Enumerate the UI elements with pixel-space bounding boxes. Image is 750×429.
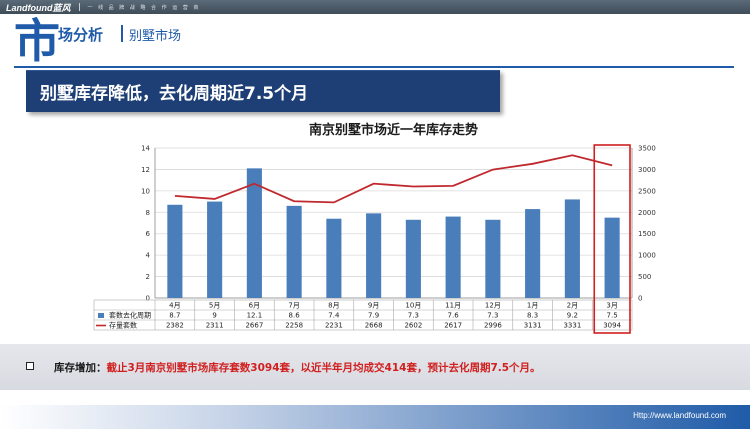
data-table-cell: 8.3 [527, 312, 538, 320]
bar-7月 [286, 205, 302, 298]
y-right-tick-label: 0 [638, 295, 642, 303]
data-table-cell: 7.4 [328, 312, 340, 320]
y-right-tick-label: 3000 [638, 166, 656, 174]
y-left-tick-label: 6 [146, 230, 151, 238]
legend-label: 套数去化周期 [109, 311, 151, 320]
data-table-cell: 7.3 [408, 312, 419, 320]
y-right-tick-label: 2500 [638, 187, 656, 195]
chart-svg: 南京别墅市场近一年库存走势 0 2 4 6 8 10 12 14 0 500 1000 1500 2000… [93, 122, 656, 334]
y-right-tick-label: 3500 [638, 145, 656, 153]
y-right-tick-label: 2000 [638, 209, 656, 217]
bar-2月 [564, 199, 580, 298]
brand-tagline: 一 线 品 牌 战 略 合 作 运 营 商 [87, 4, 201, 11]
bar-5月 [207, 201, 223, 298]
data-table-cell: 2382 [166, 322, 184, 330]
data-table-cell: 2617 [444, 322, 462, 330]
chart-title: 南京别墅市场近一年库存走势 [309, 122, 478, 138]
inventory-chart: 南京别墅市场近一年库存走势 0 2 4 6 8 10 12 14 0 500 1000 1500 2000… [80, 116, 670, 344]
data-table-cell: 2231 [325, 322, 343, 330]
section-divider [121, 25, 123, 42]
data-table-cell: 2258 [285, 322, 303, 330]
brand-logo: Landfound蓝风 [6, 2, 71, 13]
y-left-tick-label: 4 [146, 252, 151, 260]
y-right-tick-label: 1000 [638, 252, 656, 260]
x-tick-label: 7月 [288, 302, 299, 310]
summary-body: 截止3月南京别墅市场库存套数3094套，以近半年月均成交414套，预计去化周期7… [106, 362, 541, 374]
bar-9月 [366, 213, 382, 298]
data-table-cell: 2996 [484, 322, 502, 330]
data-table-cell: 3131 [524, 322, 542, 330]
inventory-line [174, 154, 613, 204]
section-title: 场分析 [58, 26, 104, 44]
x-tick-label: 6月 [249, 302, 260, 310]
y-right-tick-label: 1500 [638, 230, 656, 238]
x-tick-label: 2月 [567, 302, 578, 310]
x-tick-label: 1月 [527, 302, 538, 310]
bar-3月 [604, 217, 620, 298]
x-tick-label: 11月 [445, 302, 461, 310]
data-table-cell: 2667 [245, 322, 263, 330]
section-subtitle: 别墅市场 [129, 29, 182, 44]
bar-12月 [485, 219, 501, 298]
top-bar: Landfound蓝风 一 线 品 牌 战 略 合 作 运 营 商 [0, 0, 750, 14]
bar-11月 [445, 216, 461, 298]
x-tick-label: 10月 [405, 302, 421, 310]
data-table-cell: 3331 [563, 322, 581, 330]
summary-label: 库存增加： [54, 362, 107, 374]
data-table-cell: 2602 [404, 322, 422, 330]
bar-8月 [326, 218, 342, 298]
data-table-cell: 8.7 [169, 312, 180, 320]
y-right-tick-label: 500 [638, 273, 651, 281]
bar-1月 [525, 209, 541, 298]
data-table-cell: 7.6 [448, 312, 460, 320]
bar-10月 [405, 219, 421, 298]
legend-label: 存量套数 [109, 321, 137, 330]
data-table-cell: 9.2 [567, 312, 578, 320]
x-tick-label: 12月 [485, 302, 501, 310]
data-table-cell: 7.5 [607, 312, 618, 320]
data-table-frame [93, 299, 633, 331]
y-left-tick-label: 10 [141, 187, 150, 195]
data-table-cell: 12.1 [247, 312, 263, 320]
bar-6月 [246, 168, 262, 298]
y-left-tick-label: 2 [146, 273, 150, 281]
summary-text: 库存增加：截止3月南京别墅市场库存套数3094套，以近半年月均成交414套，预计… [54, 360, 541, 375]
footer-url: Http://www.landfound.com [633, 411, 726, 420]
legend-key-bar [98, 313, 104, 318]
data-table-cell: 8.6 [289, 312, 301, 320]
data-table-cell: 7.3 [487, 312, 498, 320]
x-tick-label: 3月 [606, 302, 617, 310]
data-table-cell: 9 [212, 312, 216, 320]
data-table-cell: 2668 [365, 322, 383, 330]
data-table-cell: 3094 [603, 322, 621, 330]
summary-band [0, 344, 750, 390]
x-tick-label: 4月 [169, 302, 180, 310]
y-left-tick-label: 8 [146, 209, 150, 217]
headline-banner [26, 70, 500, 112]
highlight-box [593, 144, 631, 334]
bullet-square-icon [26, 362, 34, 370]
headline-text: 别墅库存降低，去化周期近7.5个月 [40, 84, 309, 104]
section-underline [14, 66, 734, 68]
brand-divider [78, 3, 80, 11]
y-left-tick-label: 0 [146, 295, 150, 303]
x-tick-label: 9月 [368, 302, 379, 310]
bar-4月 [167, 204, 183, 298]
section-big-char: 市 [14, 14, 60, 68]
data-table-cell: 2311 [206, 322, 224, 330]
data-table-cell: 7.9 [368, 312, 379, 320]
y-left-tick-label: 12 [141, 166, 150, 174]
x-tick-label: 5月 [209, 302, 220, 310]
footer-bar [0, 405, 750, 429]
x-tick-label: 8月 [328, 302, 339, 310]
y-left-tick-label: 14 [141, 145, 150, 153]
